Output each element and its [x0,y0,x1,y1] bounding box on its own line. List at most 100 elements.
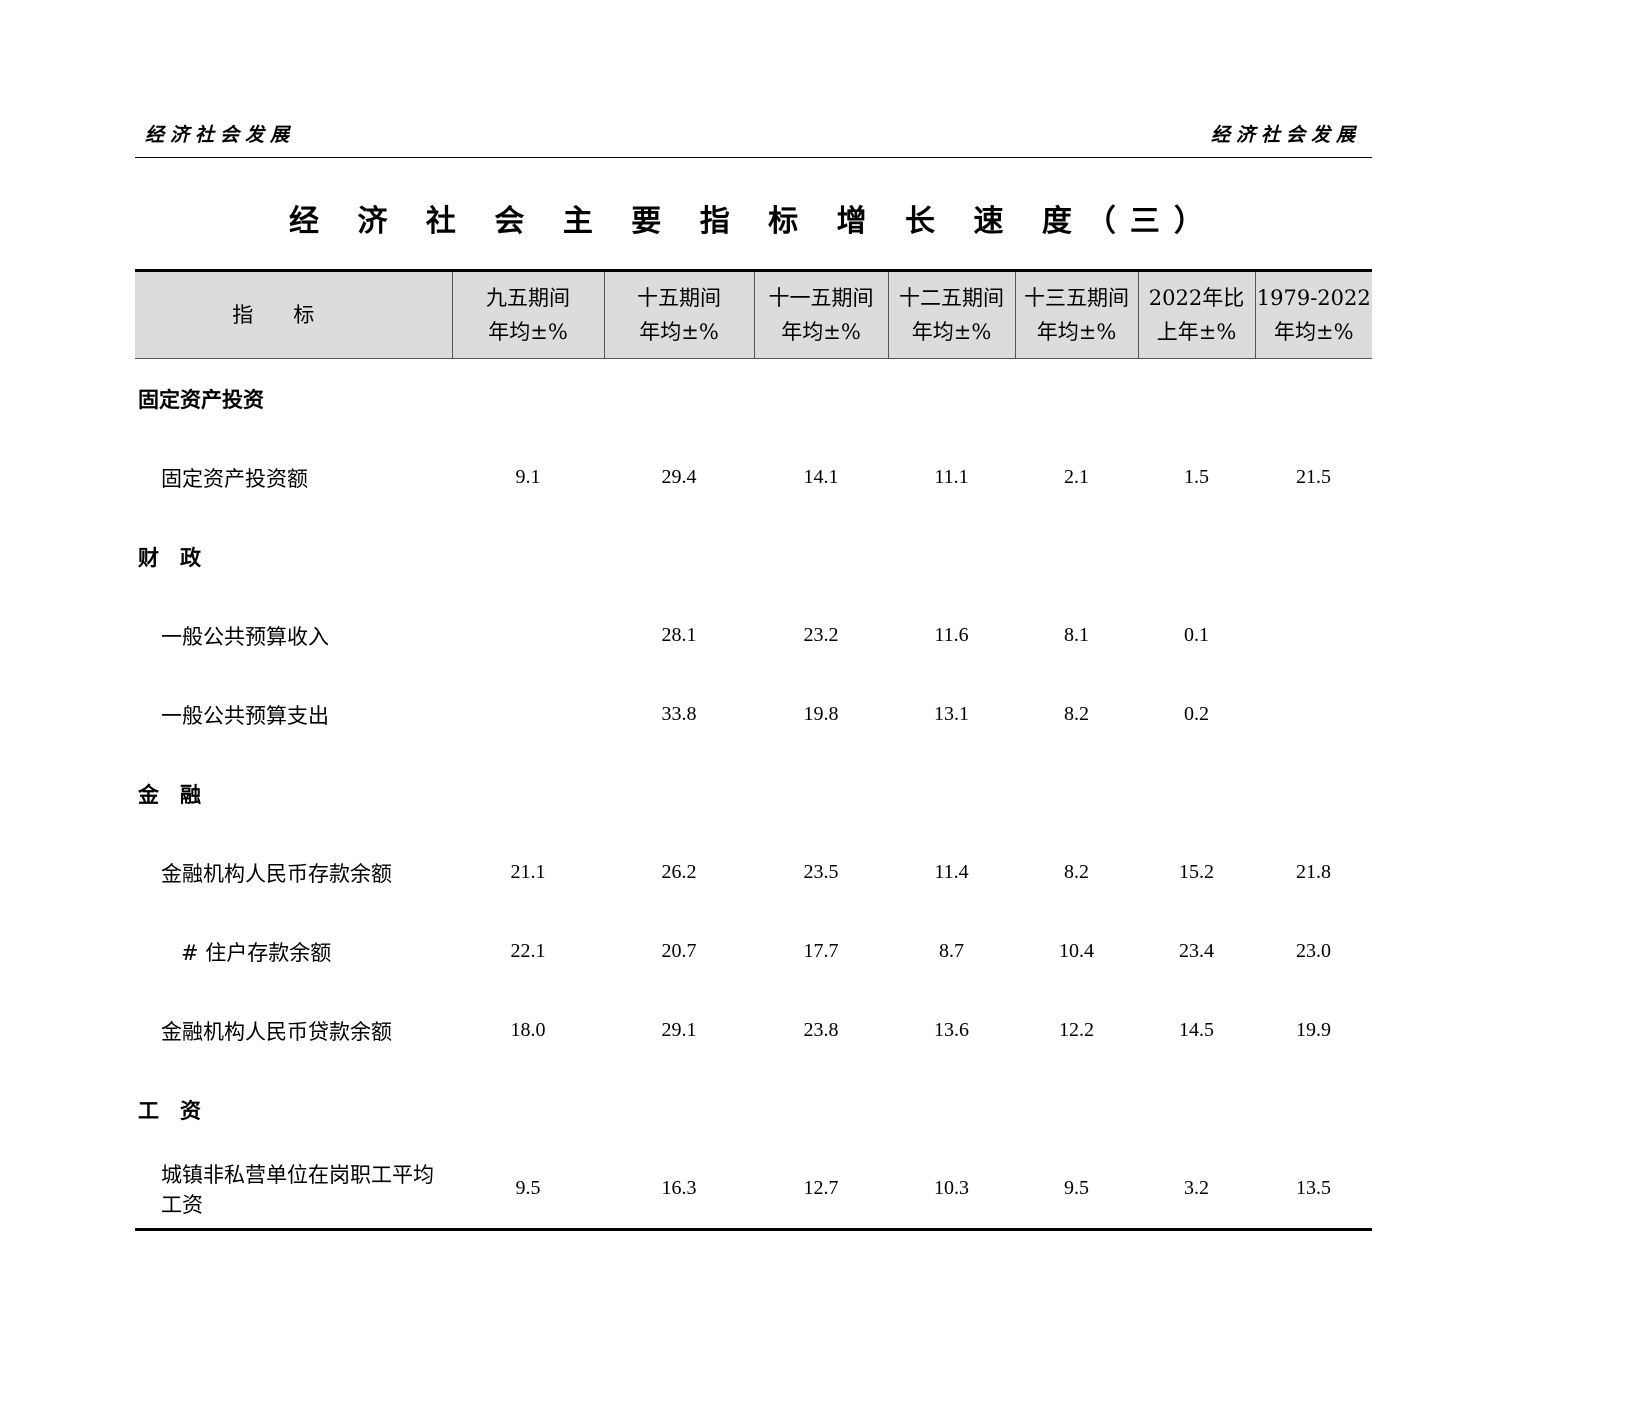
value-cell: 0.1 [1184,624,1209,646]
value-cell: 0.2 [1184,703,1209,725]
column-header: 指标 [135,269,452,359]
column-header-line1: 十一五期间 [768,286,874,310]
table-row: 金融机构人民币贷款余额 18.0 29.1 23.8 13.6 12.2 14.5 19.9 [135,991,1372,1070]
value-cell: 9.5 [1015,1149,1138,1231]
value-cell: 12.7 [754,1149,888,1231]
table-row: 金融机构人民币存款余额 21.1 26.2 23.5 11.4 8.2 15.2 21.8 [135,833,1372,912]
value-cell [452,675,604,754]
value-cell: 8.2 [1064,861,1089,883]
value-cell: 23.4 [1179,940,1214,962]
value-cell [1255,675,1372,754]
value-cell: 22.1 [510,940,546,962]
section-label: 金 融 [138,782,201,807]
value-cell: 18.0 [510,1019,546,1041]
section-row: 金 融 [135,754,1372,833]
table-row: 一般公共预算支出 33.8 19.8 13.1 8.2 0.2 [135,675,1372,754]
column-header-line2: 年均±% [639,320,719,344]
section-row: 工 资 [135,1070,1372,1149]
value-cell: 9.1 [515,466,541,488]
column-header: 1979-2022 年均±% [1254,269,1372,359]
row-label: 金融机构人民币贷款余额 [161,1019,392,1044]
column-header-line1: 2022年比 [1148,286,1245,310]
value-cell: 14.1 [803,466,839,488]
value-cell: 11.4 [934,861,969,883]
section-label: 财 政 [138,545,201,570]
column-header: 十五期间年均±% [603,269,754,359]
column-header-line1: 十三五期间 [1024,286,1129,310]
value-cell: 17.7 [803,940,839,962]
column-header: 十三五期间年均±% [1014,269,1138,359]
section-label: 固定资产投资 [138,387,264,412]
value-cell: 12.2 [1059,1019,1094,1041]
row-label: 金融机构人民币存款余额 [161,861,392,886]
section-row: 固定资产投资 [135,359,1372,439]
value-cell: 21.5 [1296,466,1331,488]
value-cell [1255,596,1372,675]
value-cell: 21.1 [510,861,546,883]
value-cell: 9.5 [452,1149,604,1231]
column-header-line2: 年均±% [911,320,992,344]
column-header-line1: 十五期间 [637,286,721,310]
column-header-line2: 上年±% [1156,320,1237,344]
value-cell: 19.9 [1296,1019,1331,1041]
value-cell: 8.1 [1064,624,1089,646]
column-header-line1: 指标 [232,303,355,327]
value-cell: 10.4 [1059,940,1094,962]
value-cell: 15.2 [1179,861,1214,883]
value-cell: 3.2 [1138,1149,1255,1231]
row-label: 一般公共预算支出 [161,703,329,728]
value-cell [452,596,604,675]
column-header-line1: 1979-2022 [1256,286,1371,310]
row-label: 一般公共预算收入 [161,624,329,649]
value-cell: 16.3 [604,1149,754,1231]
table-row: 一般公共预算收入 28.1 23.2 11.6 8.1 0.1 [135,596,1372,675]
value-cell: 13.5 [1255,1149,1372,1231]
table-row: # 住户存款余额 22.1 20.7 17.7 8.7 10.4 23.4 23.0 [135,912,1372,991]
value-cell: 1.5 [1184,466,1209,488]
header-rule [135,157,1372,158]
column-header-line2: 年均±% [781,320,861,344]
table-row: 固定资产投资额 9.1 29.4 14.1 11.1 2.1 1.5 21.5 [135,438,1372,517]
value-cell: 11.6 [934,624,969,646]
value-cell: 8.7 [939,940,964,962]
column-header-line2: 年均±% [488,320,568,344]
running-header-left: 经济社会发展 [145,124,296,146]
value-cell: 23.0 [1296,940,1331,962]
value-cell: 20.7 [661,940,697,962]
column-header-line2: 年均±% [1036,320,1117,344]
column-header-line1: 九五期间 [486,286,570,310]
value-cell: 10.3 [888,1149,1015,1231]
row-label: # 住户存款余额 [181,940,332,965]
value-cell: 13.6 [934,1019,969,1041]
running-header-right: 经济社会发展 [1210,124,1361,146]
value-cell: 23.8 [803,1019,839,1041]
column-header: 十一五期间年均±% [753,269,888,359]
value-cell: 21.8 [1296,861,1331,883]
value-cell: 8.2 [1064,703,1089,725]
value-cell: 29.1 [661,1019,697,1041]
section-row: 财 政 [135,517,1372,596]
value-cell: 23.5 [803,861,839,883]
section-label: 工 资 [138,1098,201,1123]
column-header: 九五期间年均±% [451,269,604,359]
table-row: 城镇非私营单位在岗职工平均工资 9.5 16.3 12.7 10.3 9.5 3.2 13.5 [135,1149,1372,1231]
value-cell: 28.1 [661,624,697,646]
value-cell: 26.2 [661,861,697,883]
value-cell: 19.8 [803,703,839,725]
value-cell: 2.1 [1064,466,1089,488]
column-header-line2: 年均±% [1273,320,1354,344]
value-cell: 33.8 [661,703,697,725]
row-label: 城镇非私营单位在岗职工平均工资 [135,1149,452,1231]
column-header: 十二五期间年均±% [887,269,1015,359]
indicator-table: 指标 九五期间 年均±% 十五期间 年均±% 十一五期间 年均±% 十二五期间 年均±% 十三五期… [135,269,1372,1231]
column-header-line1: 十二五期间 [899,286,1004,310]
value-cell: 11.1 [934,466,969,488]
value-cell: 14.5 [1179,1019,1214,1041]
page-title: 经 济 社 会 主 要 指 标 增 长 速 度（三） [289,204,1218,239]
value-cell: 29.4 [661,466,697,488]
row-label: 固定资产投资额 [161,466,308,491]
value-cell: 13.1 [934,703,969,725]
table-header-row: 指标 九五期间 年均±% 十五期间 年均±% 十一五期间 年均±% 十二五期间 年均±% 十三五期… [135,269,1372,359]
column-header: 2022年比 上年±% [1137,269,1255,359]
